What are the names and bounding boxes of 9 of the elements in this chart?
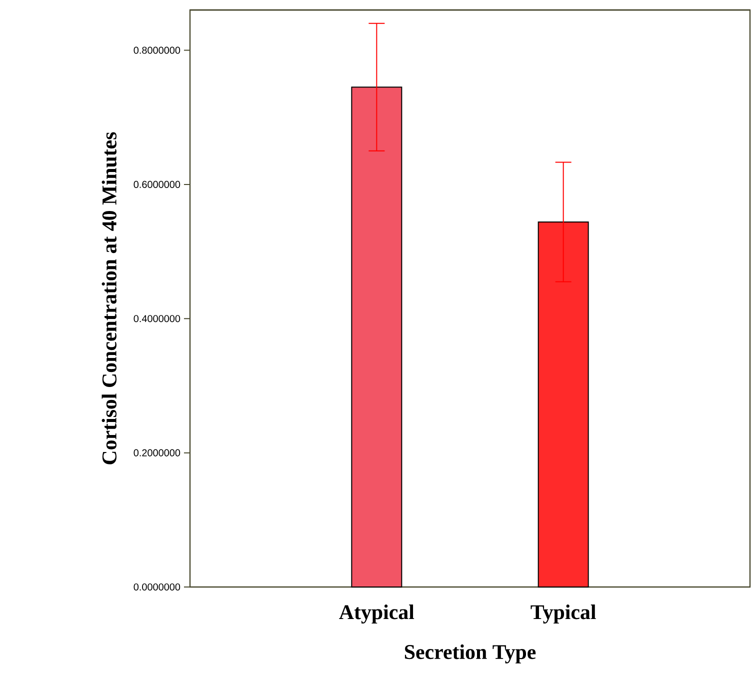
y-tick-label: 0.8000000 (134, 46, 180, 54)
y-axis-title: Cortisol Concentration at 40 Minutes (102, 132, 117, 464)
y-tick-label: 0.4000000 (134, 315, 180, 322)
x-axis-title: Secretion Type (404, 644, 536, 664)
x-tick-label: Typical (530, 604, 596, 624)
y-tick-label: 0.6000000 (134, 180, 180, 188)
x-tick-label: Atypical (339, 604, 414, 624)
y-tick-label: 0.0000000 (134, 583, 180, 591)
y-tick-label: 0.2000000 (134, 449, 180, 456)
